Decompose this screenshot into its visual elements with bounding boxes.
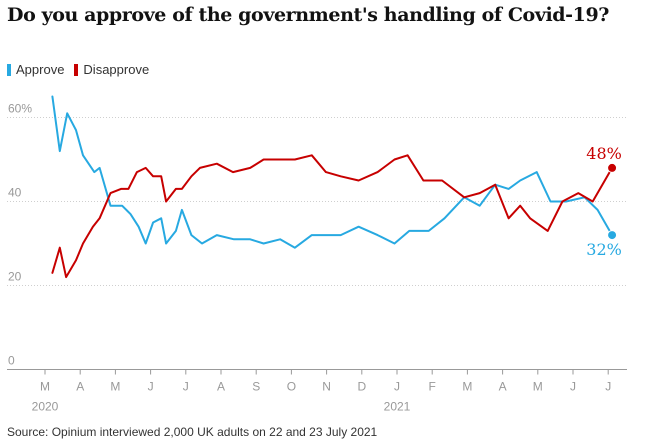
x-tick-label-5: A [217,380,225,394]
x-tick-label-10: J [394,380,400,394]
x-tick-label-13: A [499,380,507,394]
x-tick-label-12: M [462,380,472,394]
y-tick-label-1: 20 [8,270,22,284]
legend-item-approve: Approve [7,62,64,77]
year-label-1: 2021 [384,400,411,414]
x-tick-label-3: J [148,380,154,394]
chart-title: Do you approve of the government's handl… [7,4,610,26]
year-label-0: 2020 [32,400,59,414]
y-tick-label-0: 0 [8,354,15,368]
x-tick-label-6: S [252,380,260,394]
legend-label-disapprove: Disapprove [83,62,150,77]
source-note: Source: Opinium interviewed 2,000 UK adu… [7,425,378,439]
x-tick-label-15: J [570,380,576,394]
disapprove-swatch [74,63,79,76]
end-label-approve: 32% [586,240,622,259]
series-line-approve [51,95,614,249]
chart-legend: Approve Disapprove [7,62,159,77]
x-tick-label-11: F [429,380,436,394]
x-tick-label-7: O [287,380,296,394]
x-tick-label-0: M [40,380,50,394]
x-tick-label-8: N [322,380,331,394]
series-line-disapprove [51,154,614,279]
approve-swatch [7,63,11,76]
x-tick-label-4: J [183,380,189,394]
x-tick-label-9: D [357,380,366,394]
x-tick-label-14: M [533,380,543,394]
x-tick-label-2: M [110,380,120,394]
end-label-disapprove: 48% [586,144,622,163]
y-tick-label-2: 40 [8,186,22,200]
y-tick-label-3: 60% [8,102,32,116]
end-point-disapprove [607,162,618,173]
x-tick-label-16: J [605,380,611,394]
end-point-approve [607,230,618,241]
x-tick-label-1: A [76,380,84,394]
legend-item-disapprove: Disapprove [74,62,149,77]
legend-label-approve: Approve [16,62,65,77]
